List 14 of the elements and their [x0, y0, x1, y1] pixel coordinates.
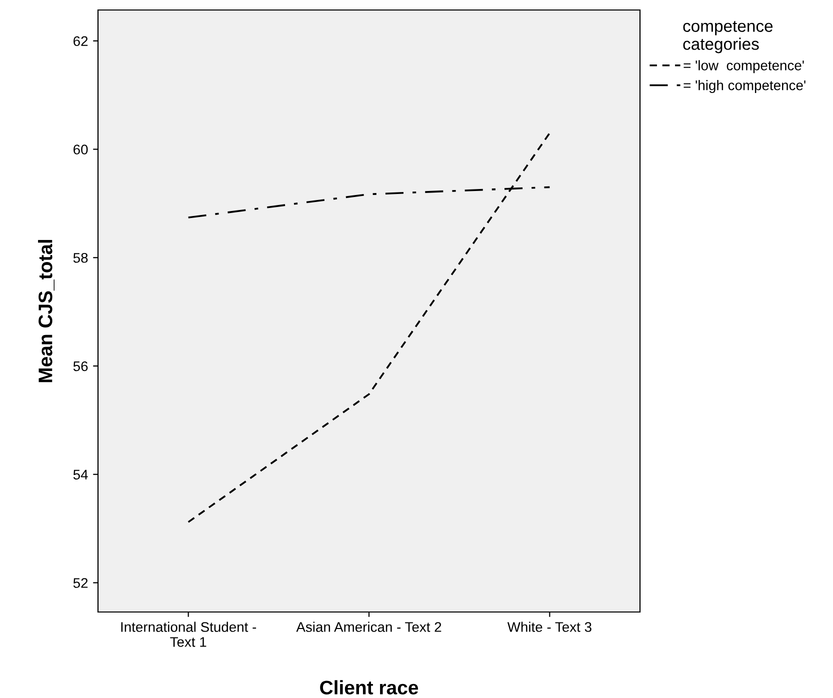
x-axis-title: Client race — [320, 680, 418, 694]
y-axis-title: Mean CJS_total — [38, 240, 54, 382]
legend-title: competence categories — [683, 21, 773, 54]
y-tick-label: 62 — [74, 36, 88, 46]
x-tick-label: White - Text 3 — [507, 622, 592, 632]
y-tick-label: 54 — [73, 470, 88, 480]
y-tick-label: 58 — [73, 252, 88, 263]
y-tick-label: 56 — [73, 361, 88, 372]
x-tick-label: International Student - Text 1 — [121, 622, 256, 647]
legend-label: = 'low competence' — [684, 60, 804, 74]
x-tick-label: Asian American - Text 2 — [296, 622, 442, 632]
legend-label: = 'high competence' — [684, 80, 806, 93]
y-tick-label: 52 — [73, 578, 88, 588]
y-tick-label: 60 — [74, 144, 88, 154]
